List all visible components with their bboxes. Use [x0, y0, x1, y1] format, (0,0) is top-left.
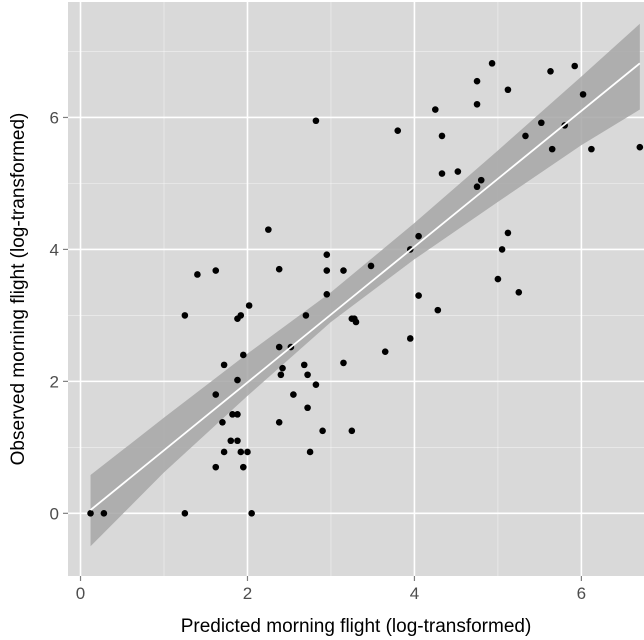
- data-point: [219, 418, 226, 426]
- data-point: [240, 351, 247, 359]
- data-point: [312, 381, 320, 388]
- y-tick-label: 2: [50, 372, 59, 391]
- data-point: [300, 361, 308, 369]
- data-point: [579, 91, 587, 98]
- data-point: [181, 312, 189, 319]
- data-point: [87, 510, 94, 517]
- data-point: [340, 359, 347, 367]
- data-point: [473, 77, 481, 85]
- data-point: [302, 312, 310, 319]
- data-point: [348, 427, 356, 435]
- data-point: [434, 306, 442, 314]
- data-point: [212, 267, 220, 274]
- y-axis-title: Observed morning flight (log-transformed…: [8, 113, 29, 466]
- data-point: [547, 67, 554, 75]
- regression-line: [89, 62, 641, 511]
- data-point: [248, 510, 255, 517]
- data-point: [237, 448, 245, 456]
- data-point: [473, 183, 481, 191]
- data-point: [275, 418, 283, 426]
- data-point: [229, 411, 236, 418]
- data-point: [312, 117, 320, 125]
- data-point: [454, 168, 462, 175]
- data-point: [367, 262, 375, 270]
- data-point: [498, 246, 506, 253]
- data-point: [515, 288, 523, 296]
- data-point: [636, 143, 644, 151]
- x-axis-ticks: 0 2 4 6: [76, 576, 586, 603]
- data-point: [265, 226, 272, 233]
- data-point: [181, 510, 189, 517]
- data-point: [352, 318, 360, 326]
- data-point: [438, 170, 446, 177]
- data-point: [306, 448, 314, 456]
- data-point: [488, 60, 496, 67]
- data-point: [504, 229, 512, 237]
- data-point: [323, 267, 331, 274]
- data-point: [212, 391, 220, 398]
- x-tick-label: 4: [410, 584, 419, 603]
- y-tick-label: 4: [50, 240, 59, 259]
- x-tick-label: 6: [577, 584, 586, 603]
- data-point: [323, 251, 331, 258]
- y-axis-ticks: 0 2 4 6: [50, 108, 68, 523]
- data-point: [220, 448, 228, 456]
- data-points: [87, 60, 644, 517]
- data-point: [304, 371, 311, 379]
- data-point: [100, 510, 108, 517]
- data-point: [220, 361, 228, 369]
- data-point: [323, 290, 331, 298]
- data-point: [234, 437, 241, 445]
- data-point: [244, 448, 251, 456]
- y-tick-label: 6: [50, 108, 59, 127]
- data-point: [319, 427, 326, 435]
- data-point: [277, 371, 285, 379]
- confidence-band: [90, 23, 640, 547]
- data-point: [494, 275, 502, 283]
- data-point: [394, 127, 402, 134]
- data-point: [227, 437, 235, 445]
- data-point: [234, 411, 241, 418]
- x-tick-label: 2: [243, 584, 252, 603]
- confidence-band-layer: [90, 23, 640, 547]
- data-point: [504, 86, 512, 94]
- data-point: [477, 176, 485, 184]
- data-point: [432, 106, 439, 113]
- data-point: [275, 343, 283, 351]
- data-point: [415, 232, 422, 240]
- fit-line-layer: [89, 62, 641, 511]
- data-point: [237, 312, 245, 319]
- data-point: [212, 463, 220, 471]
- data-point: [406, 335, 414, 342]
- data-point: [538, 119, 545, 127]
- data-point: [234, 376, 241, 384]
- data-point: [438, 132, 446, 140]
- data-point: [588, 145, 595, 153]
- x-tick-label: 0: [76, 584, 85, 603]
- gridlines: [68, 2, 644, 576]
- data-point: [522, 132, 529, 140]
- data-point: [548, 145, 556, 153]
- data-point: [245, 302, 253, 309]
- data-point: [240, 463, 247, 471]
- x-axis-title: Predicted morning flight (log-transforme…: [181, 616, 532, 637]
- data-point: [473, 100, 481, 108]
- data-point: [340, 267, 347, 274]
- data-point: [194, 271, 201, 278]
- y-tick-label: 0: [50, 504, 59, 523]
- data-point: [290, 391, 297, 398]
- data-point: [279, 364, 286, 372]
- data-point: [381, 348, 389, 355]
- data-point: [275, 265, 283, 273]
- data-point: [571, 62, 579, 70]
- data-point: [304, 404, 311, 412]
- data-point: [415, 292, 422, 299]
